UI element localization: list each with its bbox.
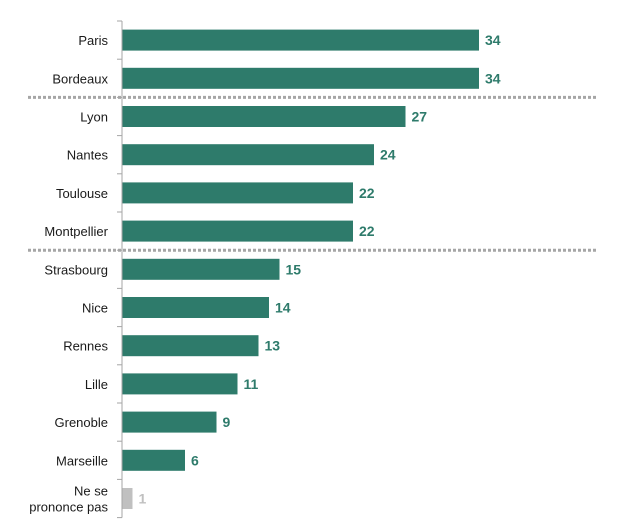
category-label-toulouse: Toulouse — [56, 186, 108, 201]
value-labels: 34 34 27 24 22 22 15 14 13 11 9 6 1 — [139, 32, 501, 506]
category-label-grenoble: Grenoble — [55, 415, 108, 430]
value-label-nice: 14 — [275, 300, 291, 316]
value-label-ne-se-prononce-pas: 1 — [139, 491, 147, 507]
category-label-marseille: Marseille — [56, 453, 108, 468]
value-label-nantes: 24 — [380, 147, 396, 163]
category-label-rennes: Rennes — [63, 339, 108, 354]
category-label-strasbourg: Strasbourg — [44, 262, 108, 277]
value-label-marseille: 6 — [191, 452, 199, 468]
bar-lyon — [122, 106, 406, 127]
bar-lille — [122, 373, 238, 395]
value-label-lille: 11 — [244, 376, 259, 392]
bar-bordeaux — [122, 67, 479, 89]
bar-nantes — [122, 144, 374, 166]
category-label-nice: Nice — [82, 301, 108, 316]
bar-grenoble — [122, 411, 217, 433]
category-label-montpellier: Montpellier — [44, 224, 108, 239]
bar-ne-se-prononce-pas — [122, 488, 133, 509]
value-label-lyon: 27 — [412, 109, 428, 125]
category-label-ne-se-prononce-pas: Ne se prononce pas — [29, 484, 108, 515]
category-axis — [117, 20, 123, 519]
value-label-strasbourg: 15 — [286, 261, 302, 277]
category-label-lyon: Lyon — [80, 110, 108, 125]
bar-nice — [122, 297, 269, 318]
bar-marseille — [122, 449, 185, 471]
category-label-bordeaux: Bordeaux — [52, 71, 108, 86]
bar-rennes — [122, 335, 259, 357]
bar-strasbourg — [122, 258, 280, 280]
bar-montpellier — [122, 220, 353, 242]
category-label-nantes: Nantes — [67, 148, 109, 163]
value-label-toulouse: 22 — [359, 185, 375, 201]
bar-toulouse — [122, 182, 353, 204]
category-labels: Paris Bordeaux Lyon Nantes Toulouse Montpelli… — [29, 33, 108, 514]
value-label-rennes: 13 — [265, 338, 281, 354]
category-label-paris: Paris — [78, 33, 108, 48]
category-label-lille: Lille — [85, 377, 108, 392]
value-label-montpellier: 22 — [359, 223, 375, 239]
bar-paris — [122, 29, 479, 51]
bars — [122, 29, 479, 509]
value-label-paris: 34 — [485, 32, 501, 48]
value-label-grenoble: 9 — [223, 414, 231, 430]
value-label-bordeaux: 34 — [485, 70, 501, 86]
